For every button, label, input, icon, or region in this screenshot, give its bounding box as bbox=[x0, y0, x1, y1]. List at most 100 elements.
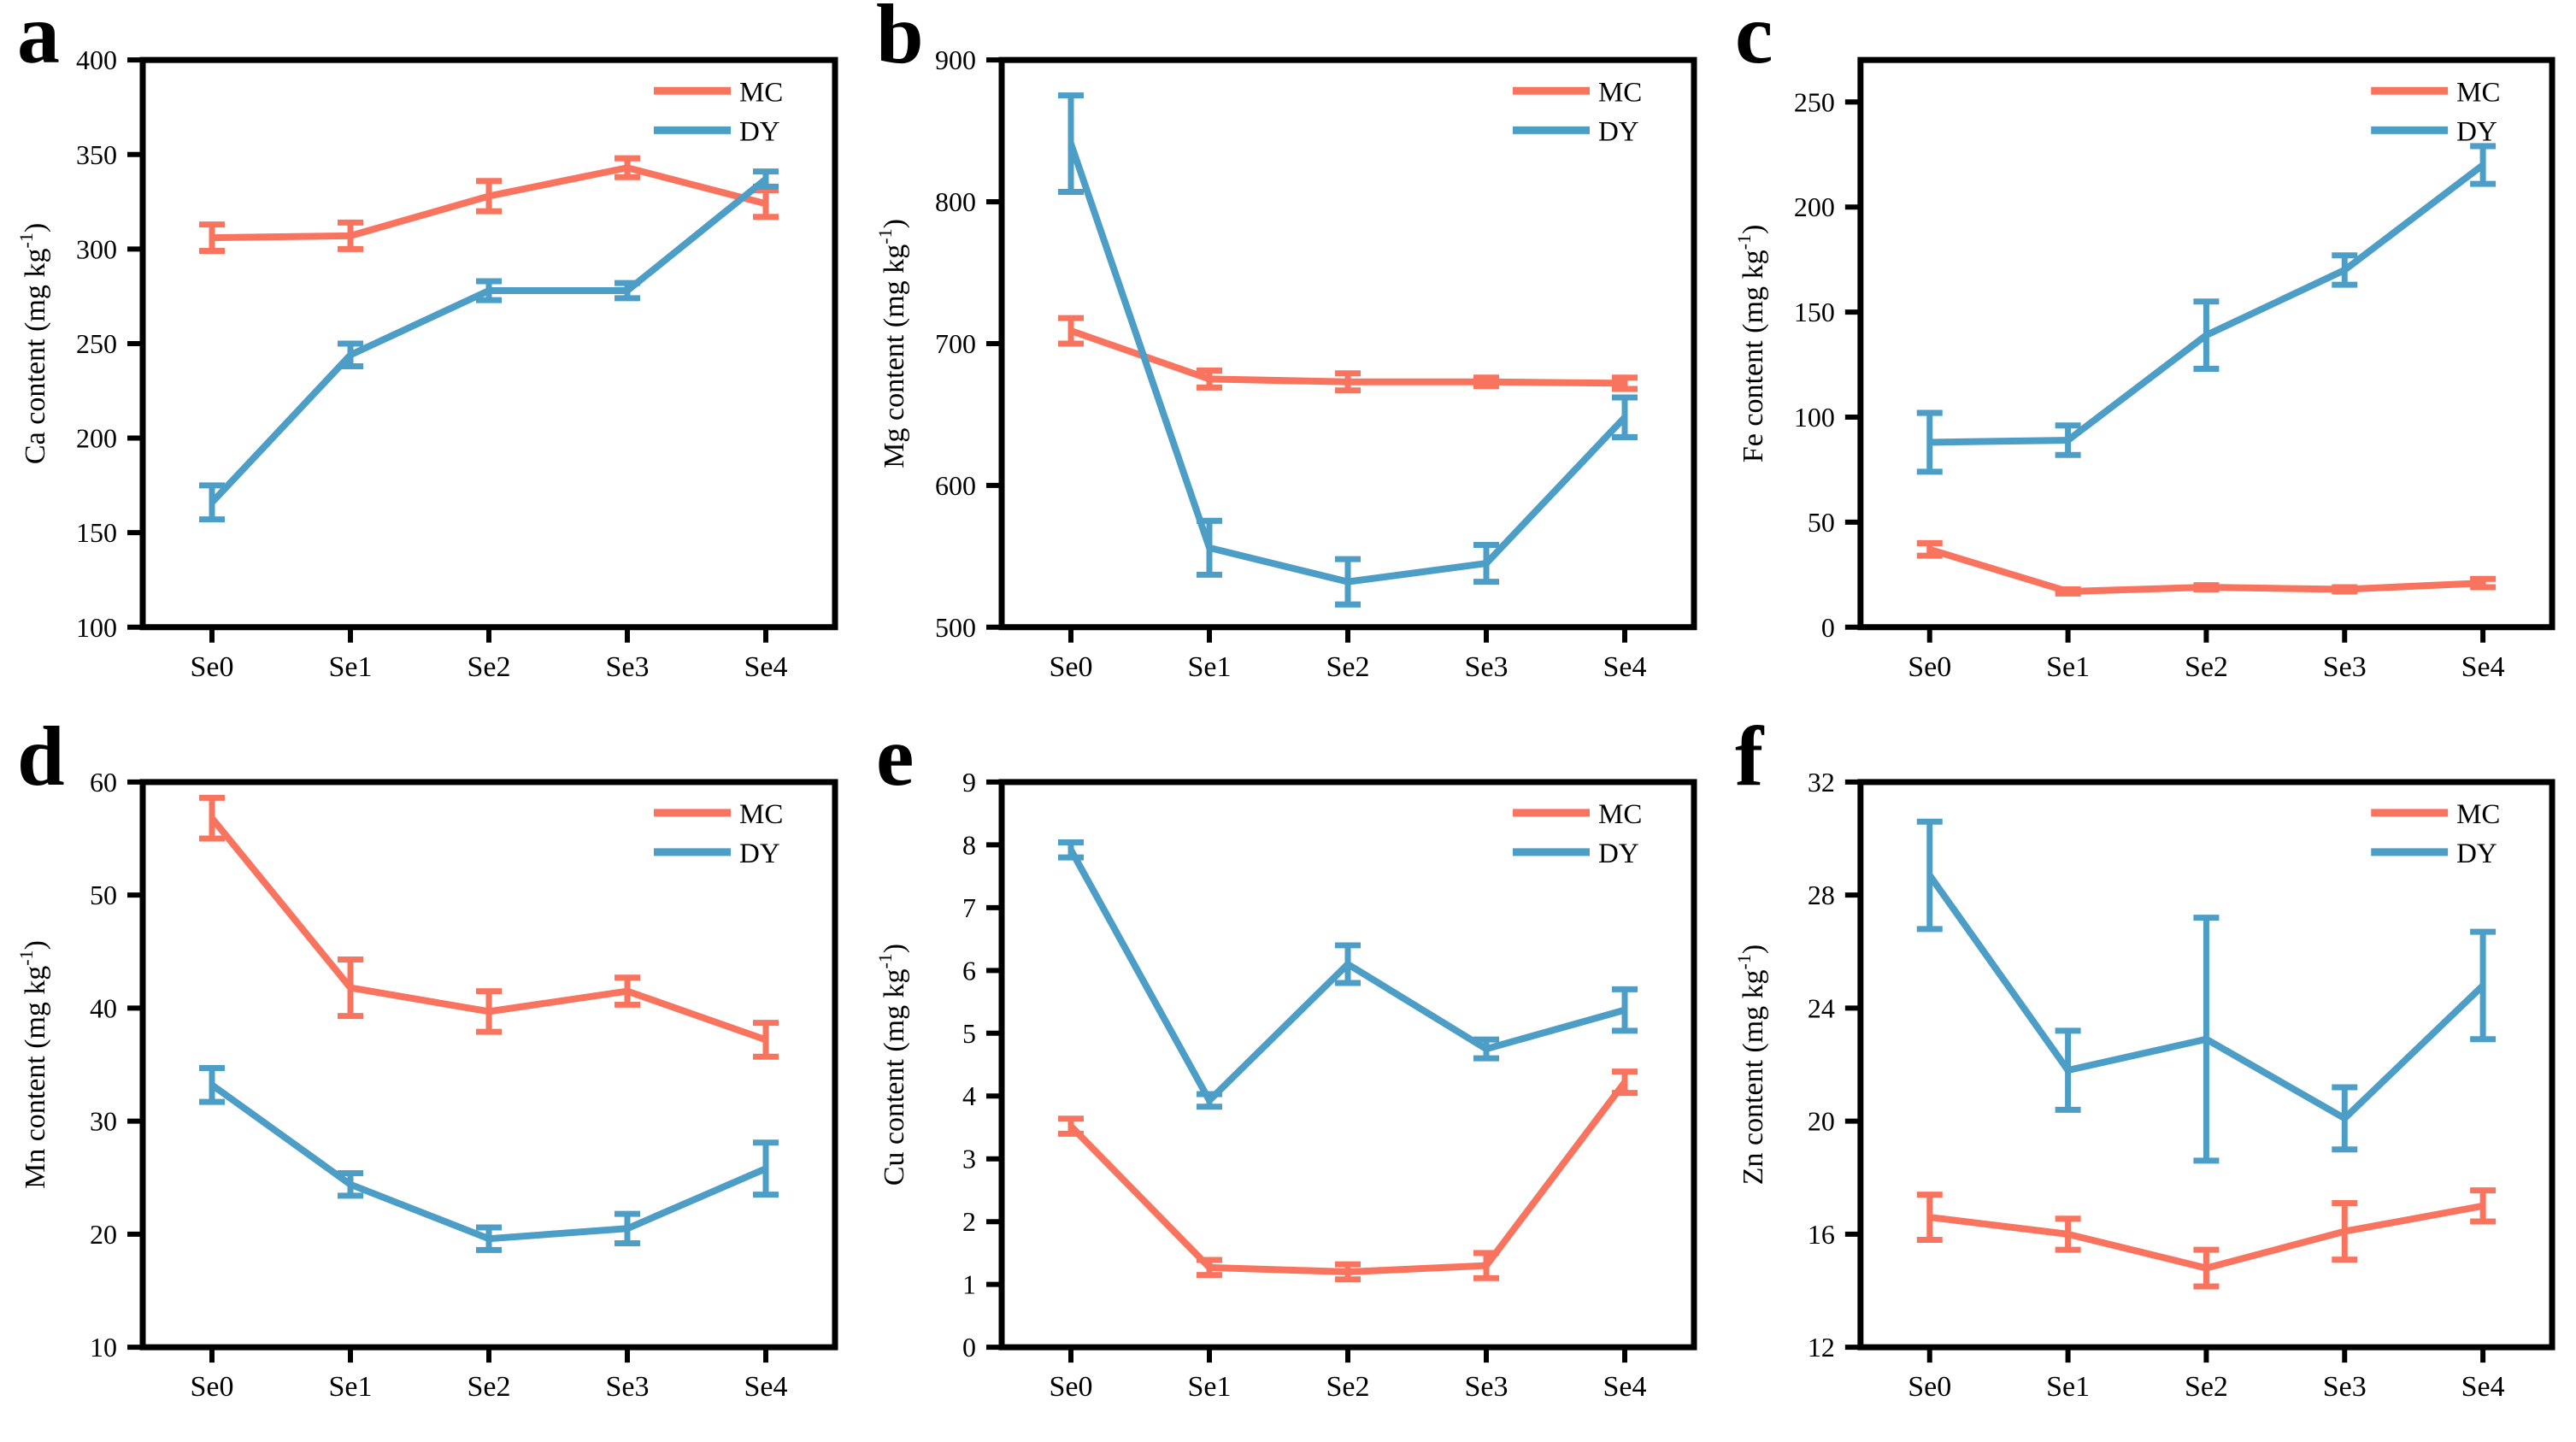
series-MC bbox=[1916, 1187, 2497, 1290]
legend-label-MC: MC bbox=[2456, 77, 2500, 108]
x-tick-label: Se2 bbox=[2185, 1371, 2228, 1403]
x-tick-label: Se0 bbox=[191, 651, 234, 683]
x-tick-label: Se3 bbox=[606, 651, 650, 683]
x-tick-label: Se4 bbox=[744, 651, 788, 683]
x-axis: Se0 Se1 Se2 Se3 Se4 bbox=[1908, 1347, 2505, 1403]
x-tick-label: Se0 bbox=[1050, 1371, 1093, 1403]
y-tick-label: 500 bbox=[935, 612, 976, 643]
legend: MC DY bbox=[2371, 799, 2500, 869]
y-tick-label: 800 bbox=[935, 186, 976, 217]
series-MC bbox=[199, 155, 779, 255]
x-tick-label: Se4 bbox=[2461, 651, 2505, 683]
x-axis: Se0 Se1 Se2 Se3 Se4 bbox=[1908, 627, 2505, 683]
legend: MC DY bbox=[654, 799, 783, 869]
y-axis-title: Fe content (mg kg-1) bbox=[1733, 225, 1769, 463]
series-DY bbox=[1916, 818, 2497, 1164]
y-tick-label: 24 bbox=[1808, 993, 1835, 1023]
series-DY bbox=[1058, 839, 1638, 1110]
legend-label-DY: DY bbox=[2456, 116, 2497, 147]
x-tick-label: Se1 bbox=[1188, 651, 1232, 683]
series-DY bbox=[199, 168, 779, 523]
legend: MC DY bbox=[1513, 799, 1642, 869]
x-tick-label: Se3 bbox=[1465, 651, 1509, 683]
panel-e: e 0 1 2 3 4 5 6 7 8 9 Se0 Se1 Se2 Se3 Se4 Cu content (m… bbox=[859, 714, 1718, 1442]
y-tick-label: 400 bbox=[76, 44, 117, 75]
chart-f: 12 16 20 24 28 32 Se0 Se1 Se2 Se3 Se4 Zn content (m… bbox=[1733, 768, 2555, 1403]
y-tick-label: 40 bbox=[90, 993, 117, 1023]
y-axis: 12 16 20 24 28 32 bbox=[1808, 768, 1861, 1363]
x-tick-label: Se3 bbox=[606, 1371, 650, 1403]
y-tick-label: 12 bbox=[1808, 1333, 1835, 1363]
x-tick-label: Se1 bbox=[329, 1371, 373, 1403]
legend-label-MC: MC bbox=[739, 799, 783, 830]
x-axis: Se0 Se1 Se2 Se3 Se4 bbox=[191, 627, 788, 683]
panel-letter-a: a bbox=[17, 0, 60, 81]
series-MC bbox=[1058, 1068, 1638, 1283]
chart-c: 0 50 100 150 200 250 Se0 Se1 Se2 Se3 Se4 Fe content… bbox=[1733, 56, 2555, 683]
y-axis: 0 1 2 3 4 5 6 7 8 9 bbox=[962, 768, 1002, 1363]
y-tick-label: 32 bbox=[1808, 768, 1835, 798]
x-axis: Se0 Se1 Se2 Se3 Se4 bbox=[1050, 627, 1647, 683]
legend-label-DY: DY bbox=[1598, 116, 1639, 147]
y-tick-label: 100 bbox=[1794, 402, 1835, 433]
y-axis-title: Mg content (mg kg-1) bbox=[874, 219, 910, 468]
y-axis-title: Mn content (mg kg-1) bbox=[15, 940, 51, 1189]
x-tick-label: Se1 bbox=[329, 651, 373, 683]
series-MC bbox=[1058, 315, 1638, 394]
series-line-DY bbox=[209, 1082, 768, 1243]
legend-label-MC: MC bbox=[1598, 799, 1642, 830]
y-tick-label: 150 bbox=[76, 517, 117, 548]
y-tick-label: 9 bbox=[962, 768, 976, 798]
y-tick-label: 8 bbox=[962, 830, 976, 860]
legend-label-DY: DY bbox=[2456, 839, 2497, 869]
series-line-MC bbox=[1068, 1080, 1628, 1275]
y-tick-label: 150 bbox=[1794, 297, 1835, 327]
legend: MC DY bbox=[1513, 77, 1642, 147]
panel-letter-c: c bbox=[1735, 0, 1773, 81]
y-tick-label: 7 bbox=[962, 893, 976, 923]
y-tick-label: 200 bbox=[76, 423, 117, 454]
plot-border bbox=[139, 56, 838, 631]
y-tick-label: 0 bbox=[962, 1333, 976, 1363]
x-tick-label: Se3 bbox=[2323, 651, 2367, 683]
x-tick-label: Se3 bbox=[2323, 1371, 2367, 1403]
panel-c: c 0 50 100 150 200 250 Se0 Se1 Se2 Se3 Se4 Fe conte… bbox=[1718, 0, 2576, 722]
x-tick-label: Se0 bbox=[1908, 651, 1951, 683]
panel-d: d 10 20 30 40 50 60 Se0 Se1 Se2 Se3 Se4 Mn content … bbox=[0, 714, 859, 1442]
chart-e: 0 1 2 3 4 5 6 7 8 9 Se0 Se1 Se2 Se3 Se4 Cu content (mg … bbox=[874, 768, 1697, 1403]
legend-label-DY: DY bbox=[1598, 839, 1639, 869]
series-DY bbox=[1058, 92, 1638, 608]
x-tick-label: Se4 bbox=[744, 1371, 788, 1403]
y-tick-label: 20 bbox=[1808, 1107, 1835, 1137]
panel-letter-f: f bbox=[1735, 709, 1764, 803]
y-tick-label: 3 bbox=[962, 1145, 976, 1174]
y-tick-label: 1 bbox=[962, 1270, 976, 1300]
y-axis-title: Zn content (mg kg-1) bbox=[1733, 945, 1769, 1185]
y-tick-label: 28 bbox=[1808, 880, 1835, 910]
series-MC bbox=[199, 794, 779, 1060]
x-tick-label: Se2 bbox=[2185, 651, 2228, 683]
x-tick-label: Se0 bbox=[191, 1371, 234, 1403]
y-tick-label: 10 bbox=[90, 1333, 117, 1363]
series-line-DY bbox=[209, 176, 768, 505]
x-tick-label: Se2 bbox=[468, 651, 511, 683]
x-tick-label: Se0 bbox=[1050, 651, 1093, 683]
chart-a: 100 150 200 250 300 350 400 Se0 Se1 Se2 Se3 Se4 Ca c… bbox=[15, 44, 838, 683]
y-tick-label: 600 bbox=[935, 470, 976, 501]
y-axis: 100 150 200 250 300 350 400 bbox=[76, 44, 143, 643]
y-tick-label: 900 bbox=[935, 44, 976, 75]
y-axis: 500 600 700 800 900 bbox=[935, 44, 1002, 643]
y-tick-label: 350 bbox=[76, 139, 117, 170]
legend-label-MC: MC bbox=[739, 77, 783, 108]
y-tick-label: 2 bbox=[962, 1207, 976, 1237]
legend: MC DY bbox=[654, 77, 783, 147]
x-tick-label: Se4 bbox=[1603, 651, 1647, 683]
y-axis: 0 50 100 150 200 250 bbox=[1794, 86, 1861, 643]
x-tick-label: Se1 bbox=[2046, 1371, 2090, 1403]
legend-label-DY: DY bbox=[739, 116, 780, 147]
y-tick-label: 100 bbox=[76, 612, 117, 643]
y-tick-label: 250 bbox=[1794, 86, 1835, 117]
y-tick-label: 60 bbox=[90, 768, 117, 798]
legend: MC DY bbox=[2371, 77, 2500, 147]
y-tick-label: 20 bbox=[90, 1220, 117, 1250]
